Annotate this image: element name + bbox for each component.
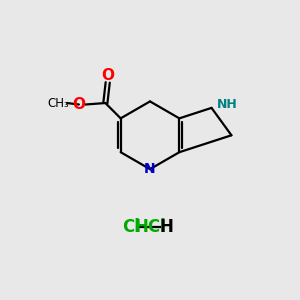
Text: O: O — [72, 97, 86, 112]
Text: H: H — [159, 218, 173, 236]
Text: NH: NH — [217, 98, 238, 111]
Text: Cl: Cl — [122, 218, 140, 236]
Text: CH₃: CH₃ — [47, 97, 69, 110]
Text: O: O — [101, 68, 114, 83]
Text: N: N — [144, 162, 156, 176]
Text: HCl: HCl — [134, 218, 166, 236]
